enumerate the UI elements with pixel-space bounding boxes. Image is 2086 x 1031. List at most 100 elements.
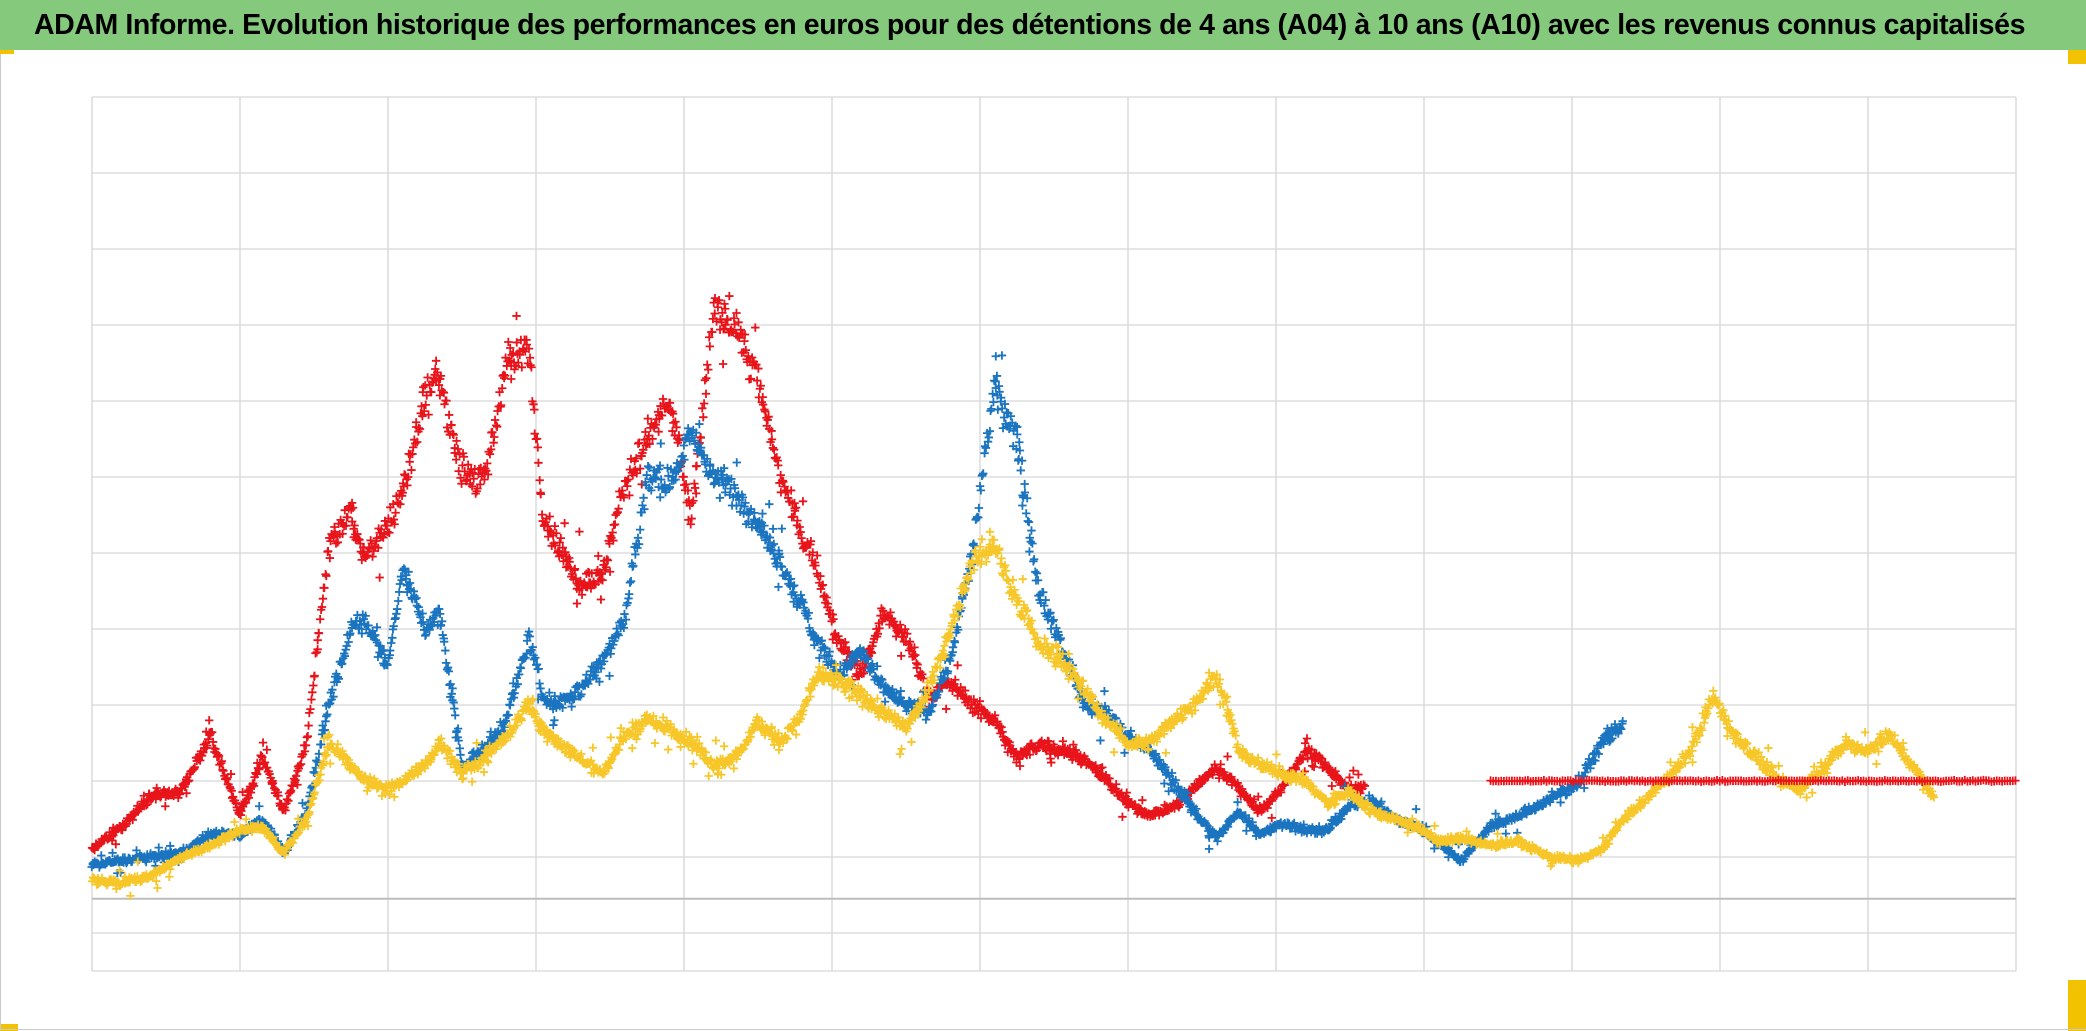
- series-0-point: [808, 548, 817, 557]
- series-1-point: [638, 501, 647, 510]
- series-1-point: [673, 466, 683, 476]
- series-0-outlier: [572, 599, 582, 608]
- series-0-point: [214, 751, 224, 761]
- series-0-point: [700, 376, 710, 385]
- series-1-point: [500, 722, 509, 732]
- series-0-outlier: [684, 515, 693, 525]
- series-0-outlier: [1345, 773, 1354, 782]
- series-1-point: [633, 543, 642, 553]
- corner-marker-top-left: [0, 50, 14, 54]
- series-1-point: [719, 463, 729, 473]
- series-1-point: [647, 486, 656, 495]
- series-1-point: [395, 587, 404, 597]
- series-1-point: [671, 475, 680, 484]
- series-0-point: [231, 798, 241, 808]
- series-0-point: [308, 688, 317, 697]
- series-0-point: [873, 629, 883, 639]
- series-1-point: [741, 498, 750, 508]
- series-0-point: [699, 412, 708, 422]
- series-0-point: [1233, 778, 1242, 788]
- series-1-point: [599, 657, 609, 666]
- series-0-point: [761, 407, 770, 416]
- series-0-point: [705, 333, 714, 342]
- series-0-point: [902, 629, 912, 638]
- series-0-point: [776, 470, 785, 480]
- series-0-point: [648, 434, 657, 444]
- series-0-point: [373, 543, 383, 553]
- series-0-point: [960, 686, 970, 695]
- series-0-point: [396, 500, 405, 509]
- series-0-outlier: [1003, 747, 1012, 757]
- series-0-point: [431, 356, 441, 366]
- series-0-outlier: [1138, 795, 1147, 805]
- series-0-point: [497, 384, 507, 393]
- series-0-point: [699, 399, 709, 408]
- series-1-point: [679, 441, 689, 450]
- series-0-outlier: [1122, 788, 1131, 797]
- series-1-point: [634, 539, 644, 549]
- series-2-point: [333, 740, 342, 749]
- series-1-point: [558, 703, 567, 712]
- series-0-point: [866, 647, 876, 656]
- series-0-point: [300, 747, 310, 756]
- series-1-point: [329, 692, 338, 701]
- series-0-outlier: [1093, 766, 1103, 775]
- series-1-point: [767, 541, 777, 550]
- series-0-outlier: [182, 776, 191, 785]
- series-0-outlier: [147, 795, 156, 804]
- series-0-point: [424, 410, 433, 419]
- series-0-point: [265, 769, 274, 779]
- series-1-outlier: [550, 716, 559, 725]
- series-0-outlier: [668, 426, 677, 436]
- series-0-point: [1216, 760, 1225, 769]
- series-1-point: [529, 655, 539, 664]
- series-1-point: [389, 621, 398, 631]
- series-0-outlier: [435, 391, 445, 400]
- series-0-point: [476, 480, 485, 489]
- series-1-point: [344, 637, 353, 647]
- series-0-outlier: [594, 551, 603, 561]
- series-0-point: [692, 461, 701, 471]
- series-1-point: [437, 617, 447, 626]
- series-0-outlier: [1253, 808, 1262, 818]
- series-0-point: [993, 717, 1002, 726]
- series-0-point: [829, 614, 838, 624]
- series-0-outlier: [249, 781, 259, 791]
- series-0-point: [632, 454, 641, 463]
- series-1-outlier: [695, 419, 704, 429]
- series-0-point: [623, 475, 633, 484]
- series-1-point: [386, 638, 396, 648]
- series-0-point: [744, 351, 753, 361]
- series-0-point: [190, 762, 199, 772]
- series-0-point: [561, 547, 570, 557]
- series-0-point: [331, 539, 341, 548]
- series-0-point: [368, 552, 377, 561]
- series-0-point: [768, 443, 778, 453]
- series-0-outlier: [1309, 762, 1319, 772]
- series-1-point: [394, 596, 403, 606]
- series-0-outlier: [953, 661, 962, 670]
- series-1-point: [664, 471, 673, 481]
- series-0-point: [550, 541, 560, 550]
- series-2-point: [1040, 634, 1049, 643]
- series-0-point: [990, 711, 1000, 720]
- series-1-point: [777, 562, 787, 572]
- series-1-point: [441, 658, 451, 668]
- series-1-point: [392, 604, 402, 614]
- series-1-outlier: [768, 524, 778, 534]
- series-0-point: [550, 521, 560, 531]
- series-0-outlier: [1302, 734, 1312, 743]
- series-0-point: [995, 721, 1004, 731]
- series-0-point: [610, 520, 620, 529]
- series-0-point: [532, 434, 542, 443]
- series-1-outlier: [1025, 547, 1034, 556]
- series-0-point: [320, 583, 329, 593]
- series-1-outlier: [1100, 686, 1109, 696]
- series-1-outlier: [991, 352, 1001, 361]
- series-0-point: [513, 358, 523, 367]
- series-1-point: [531, 653, 540, 662]
- series-0-point: [492, 422, 502, 431]
- series-0-point: [951, 675, 960, 684]
- series-0-point: [793, 516, 802, 525]
- series-0-outlier: [896, 651, 906, 661]
